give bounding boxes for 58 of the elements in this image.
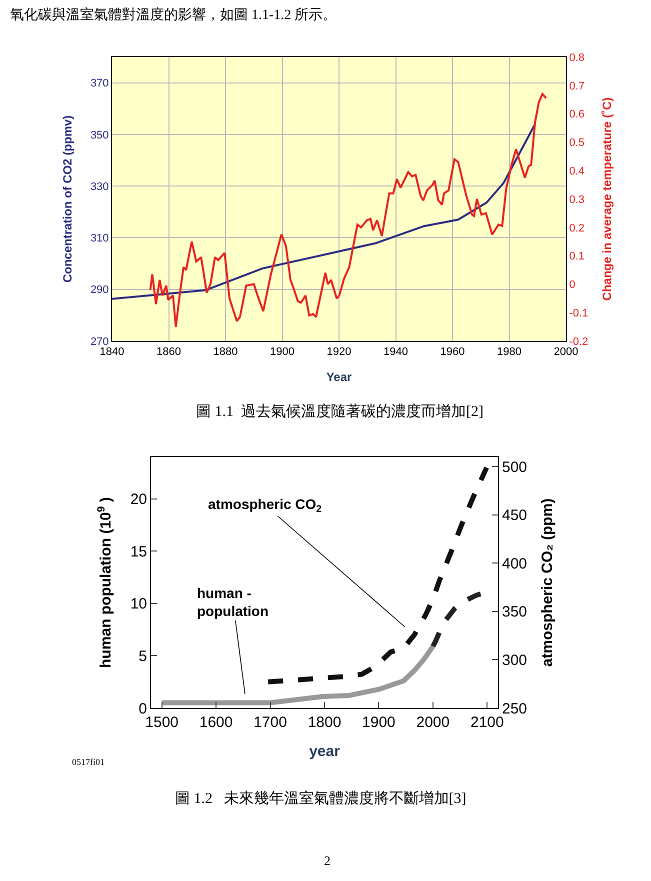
caption: 圖 1.2 未來幾年溫室氣體濃度將不斷增加[3] <box>175 790 466 807</box>
text: 氧化碳與溫室氣體對溫度的影響，如圖 1.1-1.2 所示。 <box>10 7 337 23</box>
x-tick-label: 1700 <box>254 714 287 731</box>
y-tick-label: 10 <box>130 596 147 613</box>
y-tick-label: 310 <box>90 232 109 245</box>
y-axis-title: Concentration of CO2 (ppmv) <box>60 115 75 283</box>
x-tick-label: 1880 <box>213 346 238 358</box>
x-tick-label: 1840 <box>100 346 124 358</box>
line-series <box>149 92 548 328</box>
x-axis-title: Year <box>326 370 352 384</box>
y2-tick-label: 0.6 <box>569 108 584 121</box>
y-tick-label: 270 <box>90 336 109 348</box>
x-tick-label: 2000 <box>554 346 578 358</box>
x-tick-label: 1900 <box>270 346 294 358</box>
y2-tick-label: 0.4 <box>569 165 584 178</box>
y2-tick-label: 0.3 <box>569 194 584 206</box>
y2-tick-label: 350 <box>502 604 528 621</box>
y2-tick-label: 300 <box>502 652 528 669</box>
y2-tick-label: -0.1 <box>569 307 588 320</box>
y2-tick-label: 0 <box>569 279 576 292</box>
x-tick-label: 2100 <box>470 714 504 731</box>
x-tick-label: 1900 <box>362 714 396 731</box>
x-tick-label: 1920 <box>326 346 352 358</box>
text: 0517fi01 <box>72 757 104 767</box>
y2-axis-title: Change in average temperature (˚C) <box>600 97 614 301</box>
annotation: human - population <box>197 585 269 620</box>
x-tick-label: 1980 <box>497 346 522 358</box>
y2-tick-label: 0.1 <box>569 250 584 263</box>
x-tick-label: 1800 <box>308 714 342 731</box>
x-tick-label: 1600 <box>199 714 233 731</box>
y2-tick-label: 0.5 <box>569 137 584 150</box>
x-axis-title: year <box>309 743 340 760</box>
y-tick-label: 370 <box>90 78 109 90</box>
y2-tick-label: 500 <box>502 458 528 476</box>
x-tick-label: 1960 <box>440 346 465 358</box>
y-tick-label: 350 <box>90 129 109 142</box>
x-tick-label: 1500 <box>145 714 179 731</box>
x-tick-label: 2000 <box>416 714 450 731</box>
caption: 圖 1.1 過去氣候溫度隨著碳的濃度而增加[2] <box>196 403 484 420</box>
line-series <box>112 124 536 300</box>
y2-tick-label: 250 <box>502 700 528 718</box>
x-tick-label: 1940 <box>384 346 408 358</box>
y-tick-label: 330 <box>90 180 109 193</box>
y2-tick-label: 0.7 <box>569 80 584 92</box>
x-tick-label: 1860 <box>156 346 181 358</box>
y-tick-label: 0 <box>138 700 147 718</box>
text: 2 <box>324 853 330 868</box>
y2-axis-title: atmospheric CO₂ (ppm) <box>539 498 556 667</box>
y-tick-label: 290 <box>90 284 109 296</box>
y-tick-label: 5 <box>138 648 147 665</box>
y-tick-label: 20 <box>130 491 147 508</box>
y2-tick-label: 400 <box>502 555 528 572</box>
y2-tick-label: 450 <box>502 507 528 524</box>
y2-tick-label: 0.2 <box>569 222 584 234</box>
y2-tick-label: 0.8 <box>569 52 584 64</box>
y-tick-label: 15 <box>130 543 147 560</box>
annotation: atmospheric CO$_{2}$ <box>208 496 322 515</box>
y2-tick-label: -0.2 <box>569 336 588 348</box>
